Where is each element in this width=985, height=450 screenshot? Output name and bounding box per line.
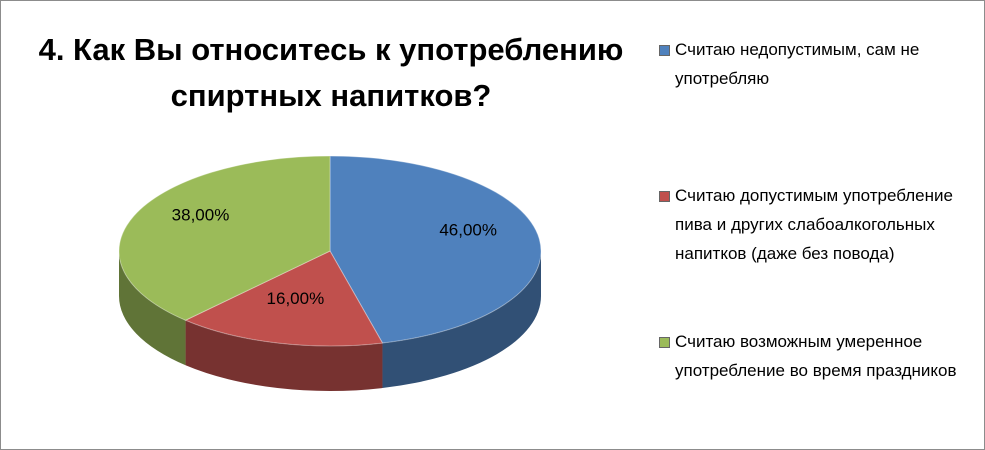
legend-label: Считаю допустимым употребление пива и др…: [675, 186, 953, 263]
legend-swatch: [659, 45, 670, 56]
slice: [118, 155, 331, 321]
data-label: 38,00%: [172, 205, 230, 224]
slice: [184, 250, 384, 347]
data-label: 46,00%: [439, 221, 497, 240]
legend-item: Считаю недопустимым, сам не употребляю: [659, 35, 975, 93]
legend-swatch: [659, 337, 670, 348]
legend-label: Считаю возможным умеренное употребление …: [675, 332, 957, 380]
slice-side: [119, 251, 186, 366]
slice-side: [185, 320, 383, 392]
legend-label: Считаю недопустимым, сам не употребляю: [675, 40, 920, 88]
slice: [329, 155, 542, 344]
data-label: 16,00%: [267, 289, 325, 308]
legend-swatch: [659, 191, 670, 202]
legend-item: Считаю допустимым употребление пива и др…: [659, 181, 975, 268]
chart-title: 4. Как Вы относитесь к употреблению спир…: [38, 32, 624, 113]
slice-side: [382, 251, 541, 389]
legend-item: Считаю возможным умеренное употребление …: [659, 327, 975, 385]
